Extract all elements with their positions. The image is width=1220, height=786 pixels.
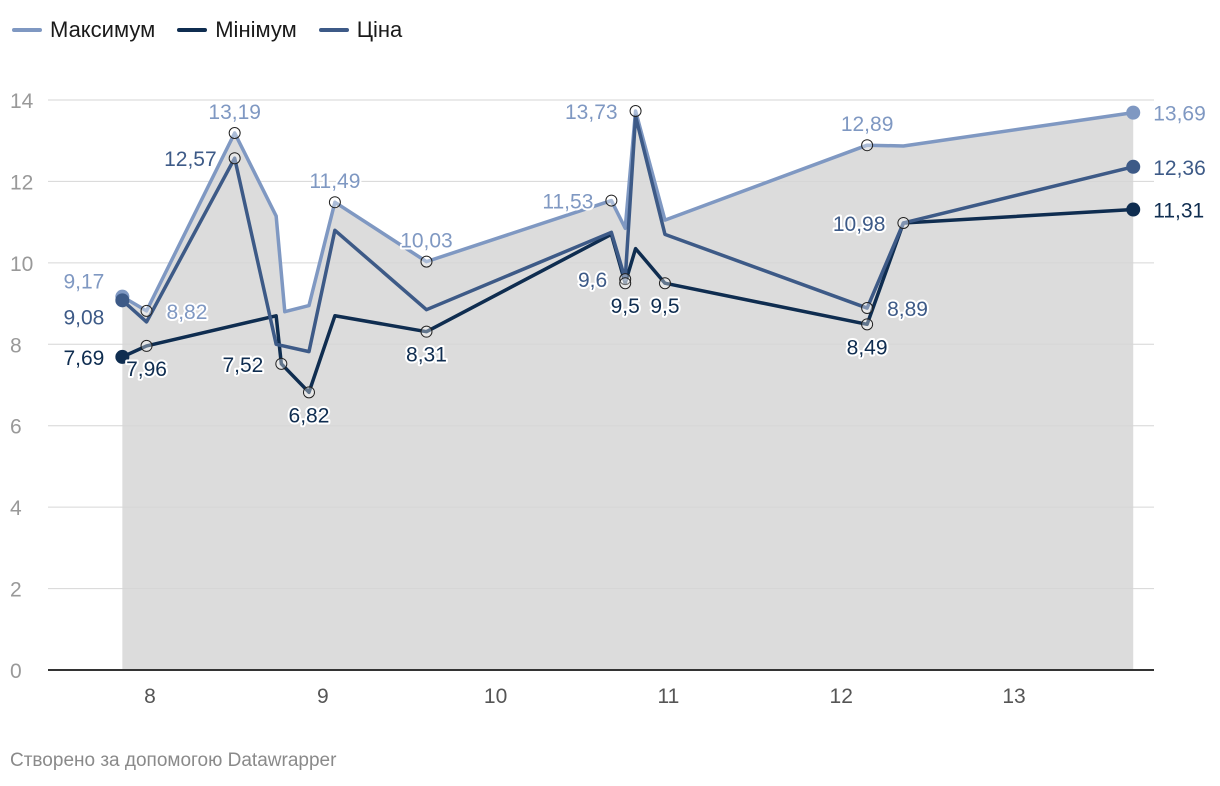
data-point-marker <box>228 126 241 139</box>
line-chart: 0 2 4 6 8 10 12 14 8 9 10 11 12 13 9,17 9,08 7,69 8,82 7,9… <box>10 90 1208 708</box>
data-label: 7,69 <box>63 347 104 370</box>
y-tick-label: 2 <box>10 579 22 602</box>
data-label: 10,03 <box>400 230 453 253</box>
data-point-marker <box>228 152 241 165</box>
series-line-2 <box>120 114 1135 354</box>
data-label: 11,49 <box>309 170 360 193</box>
data-point-marker <box>140 339 153 352</box>
data-label: 12,89 <box>841 113 894 136</box>
data-point-marker <box>658 277 671 290</box>
data-point-marker <box>115 293 130 308</box>
data-point-marker <box>1126 202 1141 217</box>
x-tick-label: 12 <box>830 685 853 708</box>
data-label: 9,5 <box>650 295 679 318</box>
area-fill <box>122 110 1134 670</box>
data-point-marker <box>861 139 874 152</box>
y-tick-label: 0 <box>10 660 22 683</box>
y-tick-label: 12 <box>10 171 33 194</box>
data-label: 8,89 <box>887 298 928 321</box>
series-line-0 <box>120 109 1135 314</box>
data-point-marker <box>897 216 910 229</box>
legend-label-min: Мінімум <box>215 17 297 42</box>
data-label: 11,53 <box>542 191 593 214</box>
data-label: 8,49 <box>847 336 888 359</box>
data-point-marker <box>140 304 153 317</box>
x-tick-label: 10 <box>484 685 507 708</box>
legend-item-min[interactable]: Мінімум <box>177 17 297 43</box>
data-label: 6,82 <box>289 404 330 427</box>
legend-label-price: Ціна <box>356 17 403 42</box>
data-point-marker <box>619 277 632 290</box>
x-tick-label: 11 <box>657 685 679 708</box>
data-label: 13,69 <box>1153 103 1206 126</box>
data-point-marker <box>619 273 632 286</box>
data-label: 11,31 <box>1153 200 1204 223</box>
legend-swatch-max <box>12 28 42 32</box>
data-label: 8,82 <box>167 301 208 324</box>
data-label: 9,08 <box>63 306 104 329</box>
data-point-marker <box>1126 159 1141 174</box>
y-tick-label: 8 <box>10 334 22 357</box>
data-label: 12,57 <box>164 148 217 171</box>
data-point-marker <box>328 196 341 209</box>
x-tick-label: 9 <box>317 685 329 708</box>
data-point-marker <box>861 318 874 331</box>
data-point-marker <box>420 325 433 338</box>
data-label: 8,31 <box>406 344 447 367</box>
data-label: 9,6 <box>578 269 607 292</box>
data-point-marker <box>1126 105 1141 120</box>
data-label: 13,73 <box>565 101 618 124</box>
legend-swatch-min <box>177 28 208 32</box>
data-label: 7,52 <box>222 354 263 377</box>
legend-item-max[interactable]: Максимум <box>12 17 155 43</box>
legend-swatch-price <box>318 28 349 32</box>
x-tick-label: 13 <box>1002 685 1025 708</box>
y-tick-label: 4 <box>10 497 22 520</box>
data-point-marker <box>115 349 130 364</box>
legend-item-price[interactable]: Ціна <box>318 17 403 43</box>
data-label: 10,98 <box>833 213 886 236</box>
data-label: 9,17 <box>63 271 104 294</box>
data-point-marker <box>275 357 288 370</box>
data-point-marker <box>605 194 618 207</box>
data-point-marker <box>629 104 642 117</box>
data-point-marker <box>420 255 433 268</box>
data-point-marker <box>302 386 315 399</box>
series-line-1 <box>120 207 1135 395</box>
y-tick-label: 10 <box>10 253 33 276</box>
legend-label-max: Максимум <box>50 17 156 42</box>
footer-credit: Створено за допомогою Datawrapper <box>10 750 337 771</box>
data-label: 12,36 <box>1153 157 1206 180</box>
y-tick-label: 14 <box>10 90 34 113</box>
data-label: 13,19 <box>208 101 261 124</box>
legend: Максимум Мінімум Ціна <box>12 14 402 46</box>
data-point-marker <box>861 302 874 315</box>
data-label: 7,96 <box>126 358 167 381</box>
y-tick-label: 6 <box>10 416 22 439</box>
data-label: 9,5 <box>611 295 640 318</box>
x-tick-label: 8 <box>144 685 156 708</box>
